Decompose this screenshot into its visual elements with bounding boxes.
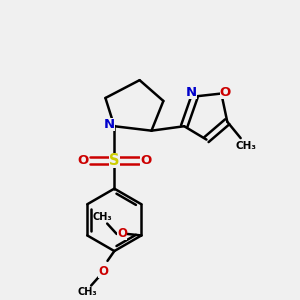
Text: CH₃: CH₃ xyxy=(235,141,256,151)
Text: O: O xyxy=(117,227,127,241)
Text: S: S xyxy=(109,153,120,168)
Text: O: O xyxy=(220,85,231,98)
Text: O: O xyxy=(98,265,108,278)
Text: N: N xyxy=(186,86,197,99)
Text: N: N xyxy=(103,118,115,131)
Text: O: O xyxy=(140,154,151,167)
Text: O: O xyxy=(77,154,89,167)
Text: CH₃: CH₃ xyxy=(93,212,112,222)
Text: CH₃: CH₃ xyxy=(78,287,98,297)
